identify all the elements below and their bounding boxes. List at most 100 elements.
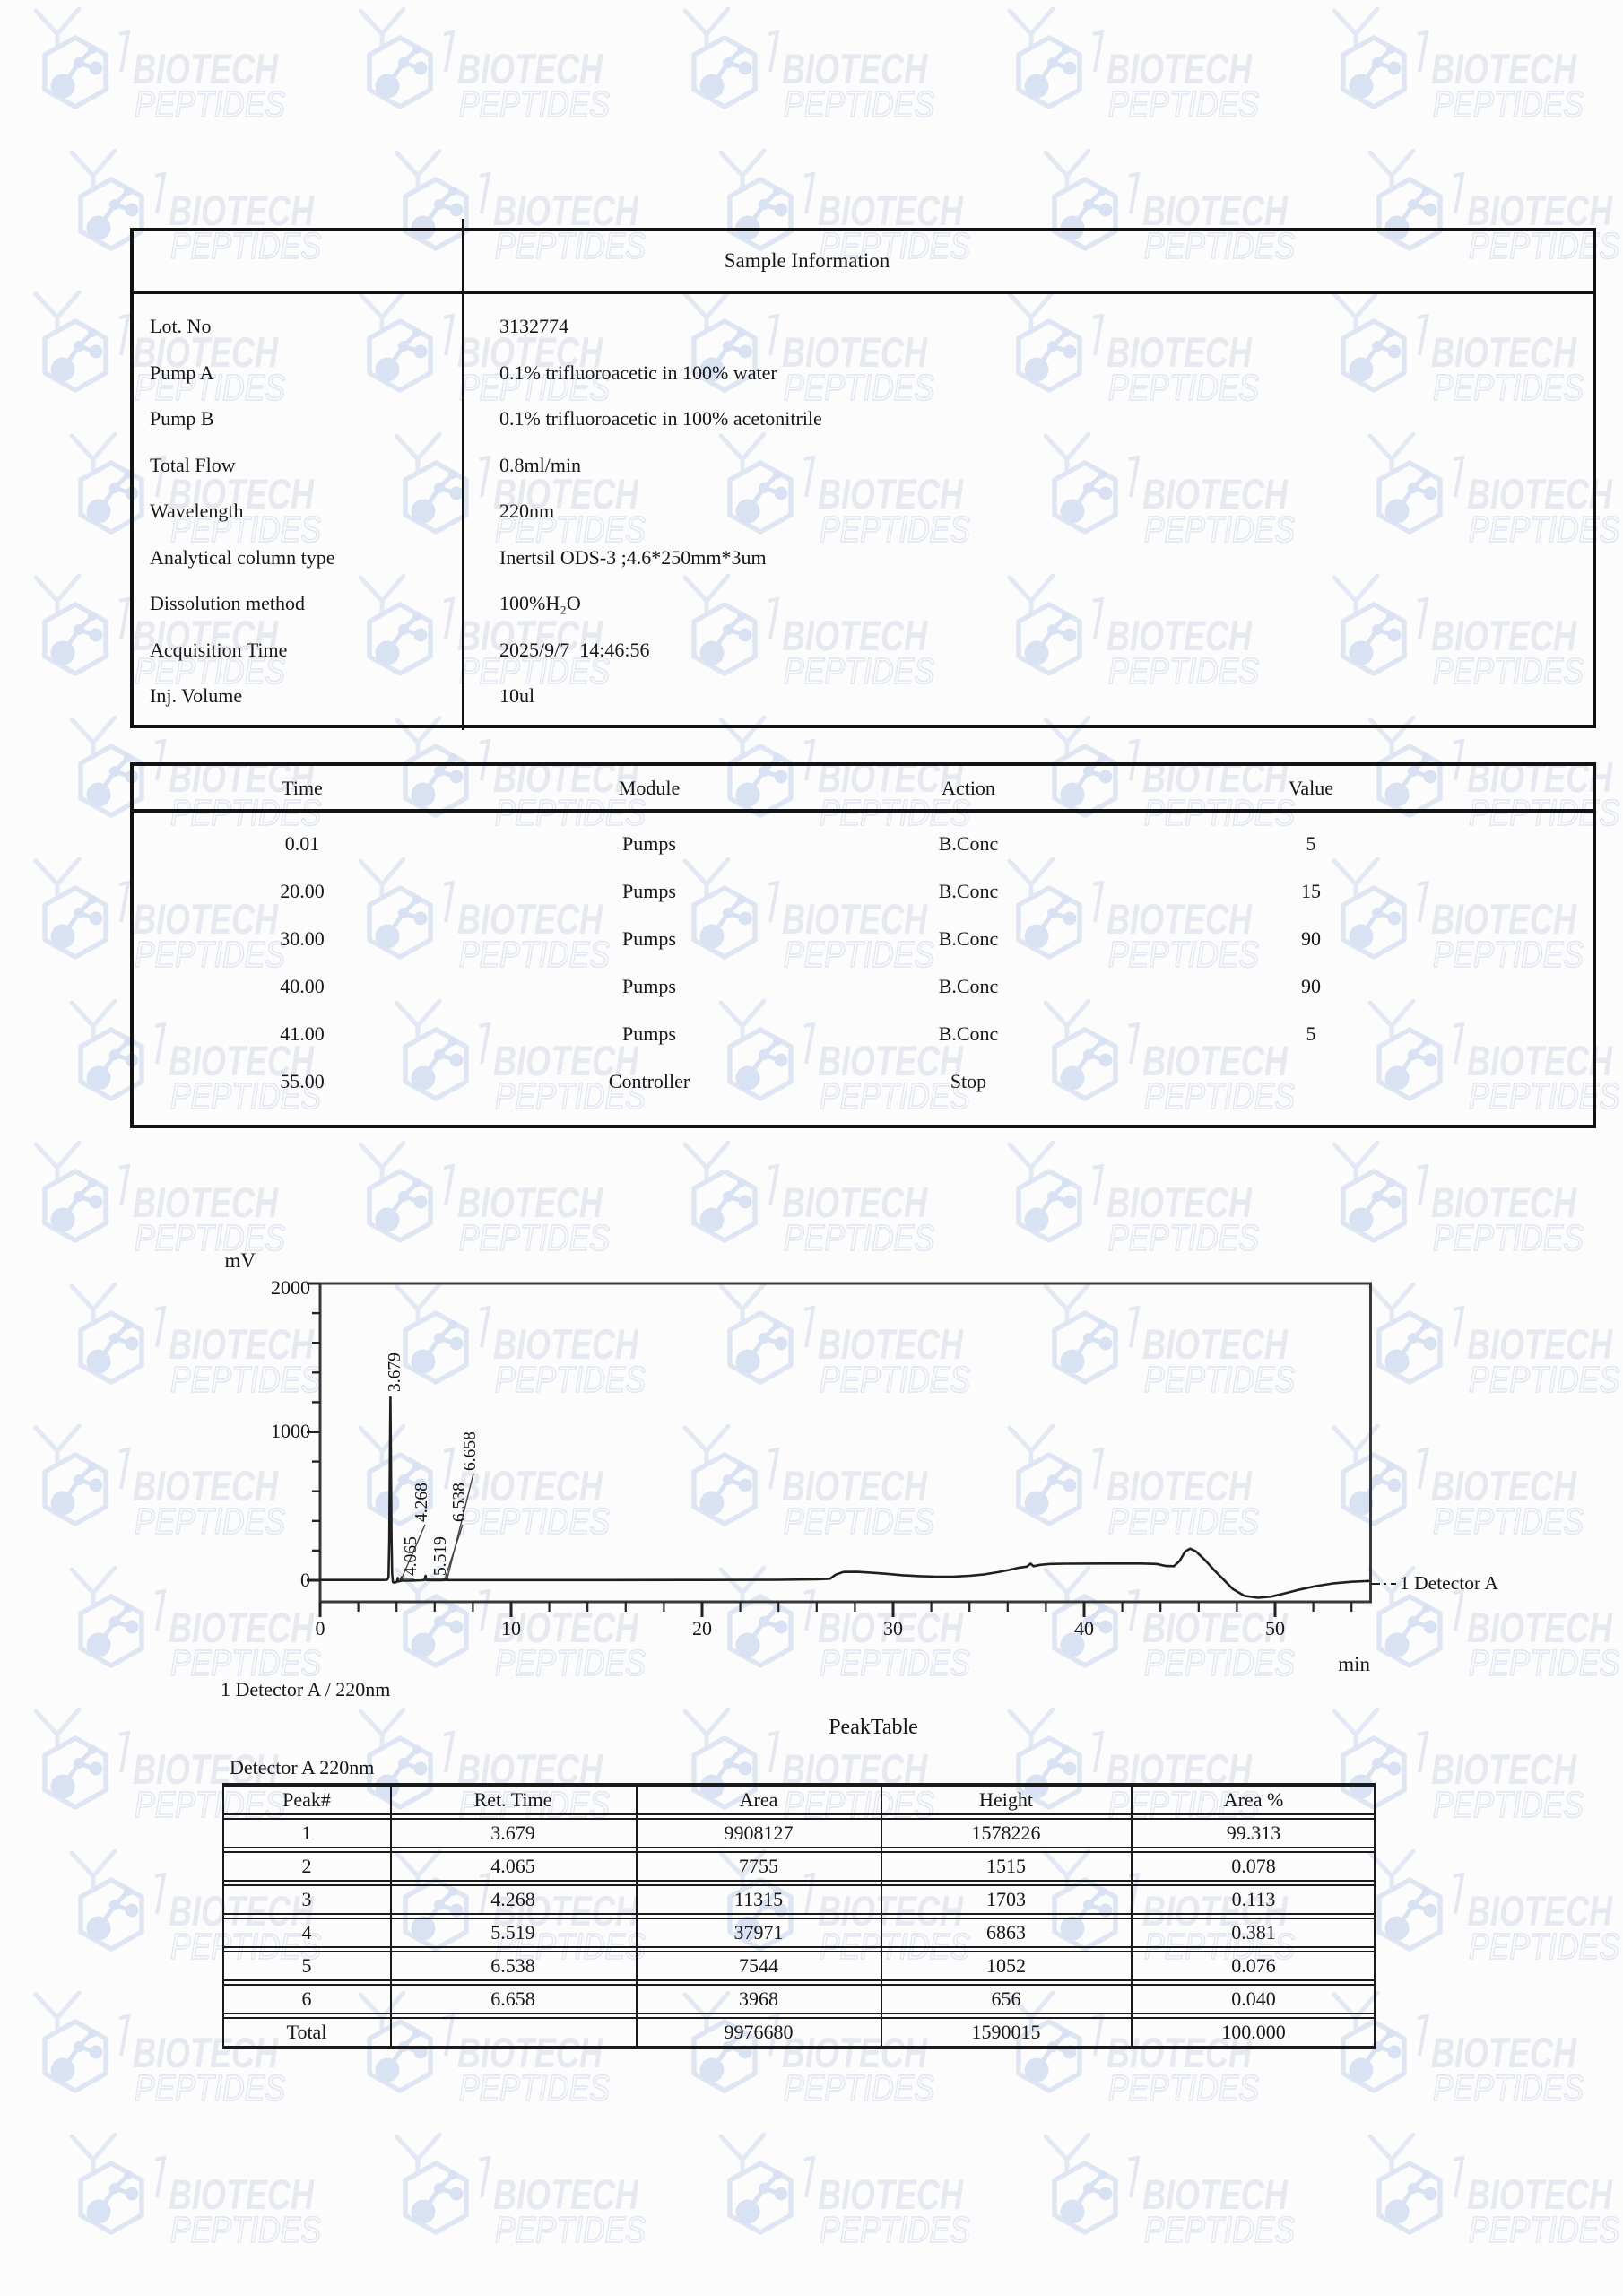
time-program-row: 55.00 Controller Stop (134, 1057, 1593, 1105)
time-program-row: 30.00 Pumps B.Conc 90 (134, 915, 1593, 962)
peak-table-header-cell: Height (979, 1788, 1033, 1811)
y-tick-label-0: 0 (300, 1569, 310, 1591)
sample-info-value: 2025/9/7 14:46:56 (499, 638, 650, 661)
peak-table-cell: 7544 (739, 1954, 778, 1977)
x-axis-unit-label: min (1338, 1653, 1370, 1675)
peak-table-cell: 4.065 (490, 1855, 535, 1877)
sample-info-label: Wavelength (150, 500, 244, 522)
peak-table-row: 1 3.679 9908127 1578226 99.313 (224, 1818, 1374, 1848)
peak-table-cell: 5.519 (490, 1921, 535, 1944)
sample-info-value: 0.8ml/min (499, 453, 582, 476)
sample-info-label: Acquisition Time (150, 638, 288, 661)
time-program-cell: 41.00 (280, 1022, 325, 1045)
peak-label-4.268: 4.268 (412, 1483, 431, 1522)
peak-table-header-cell: Peak# (282, 1788, 331, 1811)
peak-table-cell: 5 (301, 1954, 312, 1977)
time-program-cell: B.Conc (938, 927, 999, 950)
peak-table-cell: 99.313 (1226, 1822, 1281, 1844)
sample-info-row: Inj. Volume 10ul (134, 673, 1593, 719)
sample-info-label: Analytical column type (150, 545, 335, 569)
peak-table-divider-3 (881, 1785, 882, 2048)
time-program-cell: B.Conc (938, 880, 999, 902)
peak-label-4.065: 4.065 (402, 1536, 421, 1576)
time-program-cell: 5 (1306, 832, 1316, 855)
sample-info-value: 0.1% trifluoroacetic in 100% water (499, 361, 777, 384)
time-program-cell: Pumps (622, 880, 676, 902)
detector-a-trace (318, 1396, 1370, 1599)
peak-table-title: PeakTable (829, 1716, 918, 1739)
sample-info-row: Pump A 0.1% trifluoroacetic in 100% water (134, 350, 1593, 396)
peak-table-row: 3 4.268 11315 1703 0.113 (224, 1884, 1374, 1915)
time-program-header-row: Time Module Action Value (134, 766, 1593, 813)
peak-table-cell: 1703 (986, 1888, 1026, 1910)
column-header-time: Time (282, 777, 323, 799)
sample-info-row: Dissolution method 100%H₂O (134, 580, 1593, 627)
column-header-value: Value (1288, 777, 1334, 799)
peak-table-divider-1 (390, 1785, 392, 2048)
peak-table-cell: 7755 (739, 1855, 778, 1877)
peak-table-cell: 6 (301, 1987, 312, 2010)
sample-info-label: Lot. No (150, 315, 212, 337)
time-program-cell: 20.00 (280, 880, 325, 902)
peak-table-cell: 0.078 (1231, 1855, 1276, 1877)
x-tick-label-0: 0 (315, 1617, 325, 1639)
peak-label-leader-lines (397, 1473, 474, 1579)
sample-info-value: Inertsil ODS-3 ;4.6*250mm*3um (499, 545, 767, 569)
peak-table-divider-4 (1131, 1785, 1133, 2048)
time-program-cell: 90 (1301, 975, 1321, 997)
peak-table-cell: 3 (301, 1888, 312, 1910)
sample-info-row: Total Flow 0.8ml/min (134, 442, 1593, 489)
x-tick-label-10: 10 (501, 1617, 521, 1639)
peak-label-6.538: 6.538 (450, 1483, 469, 1522)
peak-table-cell: 1052 (986, 1954, 1026, 1977)
sample-info-value: 220nm (499, 500, 555, 522)
time-program-cell: B.Conc (938, 975, 999, 997)
peak-table-row: 6 6.658 3968 656 0.040 (224, 1984, 1374, 2014)
time-program-row: 0.01 Pumps B.Conc 5 (134, 820, 1593, 867)
sample-info-label: Pump A (150, 361, 214, 384)
y-axis-unit-label: mV (224, 1249, 256, 1272)
time-program-row: 40.00 Pumps B.Conc 90 (134, 962, 1593, 1010)
sample-info-value: 10ul (499, 684, 535, 707)
time-program-body: 0.01 Pumps B.Conc 5 20.00 Pumps B.Conc 15 30.00 P… (134, 813, 1593, 1125)
peak-table-cell: 3968 (739, 1987, 778, 2010)
sample-info-row: Acquisition Time 2025/9/7 14:46:56 (134, 627, 1593, 674)
peak-table-cell: 0.381 (1231, 1921, 1276, 1944)
column-header-action: Action (942, 777, 995, 799)
sample-info-label: Dissolution method (150, 592, 305, 614)
peak-table-subtitle: Detector A 220nm (230, 1756, 375, 1779)
x-tick-label-30: 30 (883, 1617, 903, 1639)
peak-table-row: 4 5.519 37971 6863 0.381 (224, 1918, 1374, 1948)
time-program-table: Time Module Action Value 0.01 Pumps B.Conc… (130, 762, 1596, 1128)
x-tick-label-40: 40 (1074, 1617, 1094, 1639)
peak-table-cell: 6863 (986, 1921, 1026, 1944)
time-program-cell: 0.01 (284, 832, 320, 855)
sample-info-value: 100%H₂O (499, 592, 581, 614)
time-program-cell: 15 (1301, 880, 1321, 902)
peak-table-cell: 37971 (733, 1921, 784, 1944)
peak-table-cell: 6.538 (490, 1954, 535, 1977)
peak-label-5.519: 5.519 (431, 1536, 450, 1576)
x-tick-label-20: 20 (692, 1617, 712, 1639)
peak-table-cell: 4.268 (490, 1888, 535, 1910)
peak-label-6.658: 6.658 (461, 1431, 480, 1471)
peak-table-cell: 100.000 (1221, 2021, 1286, 2043)
sample-info-label: Inj. Volume (150, 684, 243, 707)
column-divider-line (462, 219, 464, 730)
peak-label-3.679: 3.679 (386, 1352, 404, 1392)
peak-table-cell: 9908127 (724, 1822, 794, 1844)
time-program-cell: Pumps (622, 832, 676, 855)
sample-info-value: 0.1% trifluoroacetic in 100% acetonitril… (499, 407, 822, 430)
peak-table-cell: 0.040 (1231, 1987, 1276, 2010)
x-tick-label-50: 50 (1265, 1617, 1285, 1639)
peak-table-header-cell: Area (739, 1788, 778, 1811)
peak-table-row: 2 4.065 7755 1515 0.078 (224, 1851, 1374, 1882)
peak-table-cell: 0.113 (1231, 1888, 1276, 1910)
sample-information-table: Sample Information Lot. No 3132774 Pump A 0… (130, 219, 1596, 730)
time-program-cell: Controller (608, 1070, 690, 1092)
peak-table-header-cell: Ret. Time (473, 1788, 552, 1811)
peak-table-header-row: Peak# Ret. Time Area Height Area % (224, 1785, 1374, 1815)
peak-table: Peak# Ret. Time Area Height Area % 1 3.679 9908… (222, 1783, 1376, 2049)
peak-table-cell: 1578226 (971, 1822, 1041, 1844)
